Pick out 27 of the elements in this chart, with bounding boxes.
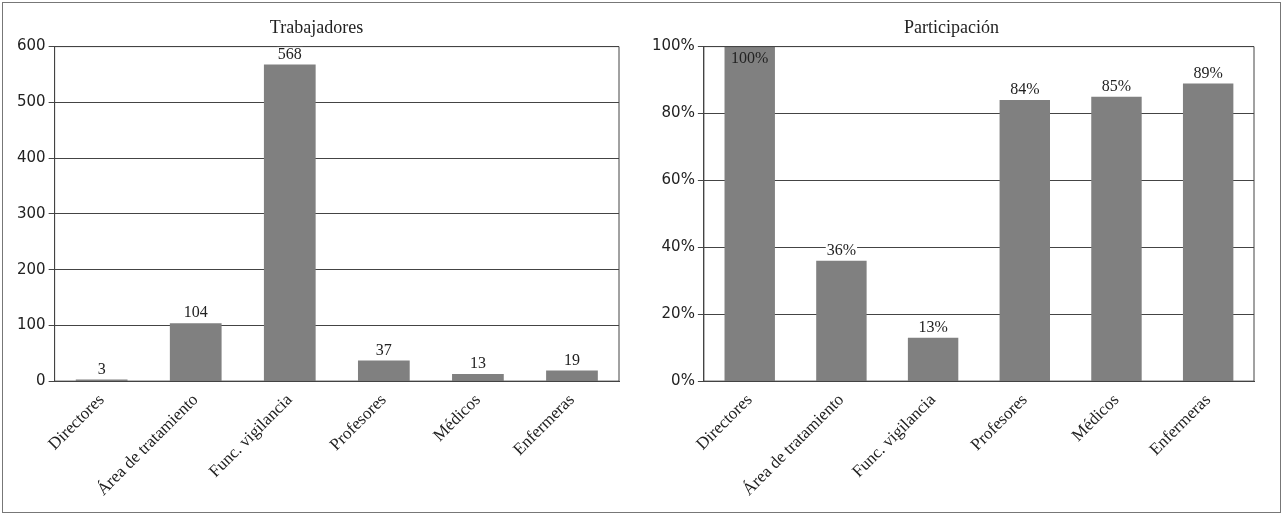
y-tick-label: 60% [661, 170, 695, 189]
data-label: 37 [375, 340, 392, 358]
data-label: 36% [826, 240, 857, 258]
y-tick-label: 300 [16, 203, 46, 222]
chart-title: Participación [904, 16, 999, 37]
y-tick-label: 600 [16, 36, 46, 55]
data-label: 13 [469, 354, 486, 372]
y-tick-label: 100 [16, 315, 46, 334]
y-tick-label: 200 [16, 259, 46, 278]
y-tick-label: 0% [671, 371, 695, 390]
data-label: 568 [277, 44, 302, 62]
data-label: 104 [183, 303, 208, 321]
y-tick-label: 40% [661, 237, 695, 256]
data-label: 89% [1193, 63, 1223, 81]
chart-title: Trabajadores [269, 16, 364, 37]
y-tick-label: 100% [651, 36, 695, 55]
data-label: 13% [918, 317, 948, 335]
y-tick-label: 20% [661, 304, 695, 323]
data-label: 100% [731, 48, 769, 66]
data-label: 19 [563, 350, 580, 368]
data-label: 85% [1101, 76, 1132, 94]
y-tick-label: 500 [16, 92, 46, 111]
y-tick-label: 80% [661, 103, 695, 122]
data-label: 84% [1010, 80, 1040, 98]
data-label: 3 [97, 359, 106, 377]
y-tick-label: 0 [36, 371, 46, 390]
y-tick-label: 400 [16, 148, 46, 166]
